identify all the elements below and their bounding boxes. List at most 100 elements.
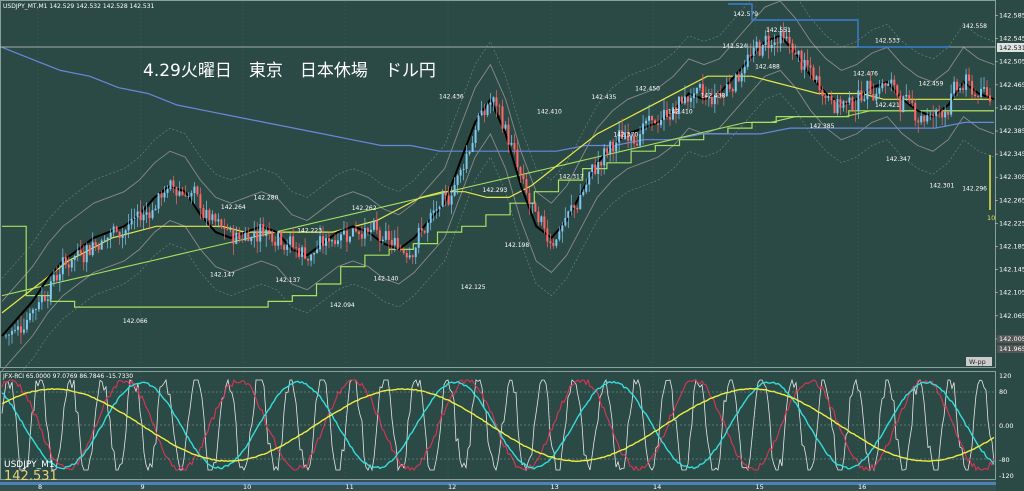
candle-body xyxy=(483,110,486,115)
candle-body xyxy=(770,44,773,48)
candle-body xyxy=(899,95,902,113)
candle-body xyxy=(764,35,767,46)
candle-body xyxy=(277,231,280,246)
price-callout: 142.262 xyxy=(352,205,377,212)
candle-body xyxy=(438,206,441,210)
candle-body xyxy=(163,192,166,198)
candle-body xyxy=(686,96,689,102)
chart-title: 4.29火曜日 東京 日本休場 ドル円 xyxy=(143,61,436,81)
candle-body xyxy=(199,194,202,209)
candle-body xyxy=(289,236,292,245)
candle-body xyxy=(869,80,872,94)
lower-tag-2-text: 141.965 xyxy=(999,345,1024,353)
time-tick-label: 15 xyxy=(756,483,764,491)
candle-body xyxy=(304,247,307,259)
candle-body xyxy=(615,142,618,152)
candle-body xyxy=(265,230,268,237)
candle-body xyxy=(896,85,899,96)
candle-body xyxy=(624,132,627,140)
candle-body xyxy=(40,295,43,303)
candle-body xyxy=(441,192,444,207)
candle-body xyxy=(797,50,800,55)
candle-body xyxy=(830,95,833,100)
candle-body xyxy=(725,84,728,97)
candle-body xyxy=(133,217,136,219)
candle-body xyxy=(280,231,283,246)
candle-body xyxy=(953,81,956,94)
candle-body xyxy=(657,123,660,125)
candle-body xyxy=(618,130,621,143)
candle-body xyxy=(331,240,334,242)
candle-body xyxy=(82,253,85,263)
candle-body xyxy=(348,236,351,242)
price-tick-label: 142.425 xyxy=(999,104,1024,112)
candle-body xyxy=(13,329,16,331)
candle-body xyxy=(22,329,25,333)
candle-body xyxy=(983,87,986,89)
candle-body xyxy=(555,239,558,246)
candle-body xyxy=(845,101,848,103)
candle-body xyxy=(154,208,157,211)
price-callout: 142.476 xyxy=(853,70,878,77)
candle-body xyxy=(169,180,172,189)
candle-body xyxy=(701,84,704,96)
candle-body xyxy=(462,168,465,170)
candle-body xyxy=(70,259,73,268)
price-callout: 142.296 xyxy=(962,185,987,192)
candle-body xyxy=(112,226,115,233)
candle-body xyxy=(450,195,453,205)
candle-body xyxy=(863,99,866,101)
candle-body xyxy=(178,191,181,196)
candle-body xyxy=(238,232,241,239)
candle-body xyxy=(172,180,175,188)
candle-body xyxy=(426,222,429,233)
yellow-ma-line xyxy=(1,75,994,314)
candle-body xyxy=(743,66,746,74)
price-tick-label: 142.385 xyxy=(999,127,1024,135)
bollinger-outer-line xyxy=(1,0,995,279)
candle-body xyxy=(794,52,797,55)
candle-body xyxy=(244,232,247,241)
candle-body xyxy=(929,114,932,116)
price-callout: 142.317 xyxy=(559,173,584,180)
candle-body xyxy=(411,255,414,258)
candle-body xyxy=(809,65,812,68)
candle-body xyxy=(677,96,680,114)
candle-body xyxy=(274,241,277,246)
candle-body xyxy=(393,237,396,246)
candle-body xyxy=(818,76,821,91)
candle-body xyxy=(881,83,884,89)
price-callout: 142.410 xyxy=(668,109,693,116)
candle-body xyxy=(944,111,947,118)
candle-body xyxy=(390,239,393,246)
candle-body xyxy=(905,94,908,97)
price-callout: 142.125 xyxy=(461,284,486,291)
candle-body xyxy=(307,258,310,261)
candle-body xyxy=(94,242,97,246)
candle-body xyxy=(325,238,328,246)
candle-body xyxy=(232,228,235,244)
candle-body xyxy=(932,114,935,117)
candle-body xyxy=(160,193,163,198)
main-panel-frame xyxy=(0,0,996,368)
candle-body xyxy=(405,252,408,258)
candle-body xyxy=(85,245,88,263)
candle-body xyxy=(295,247,298,249)
price-tick-label: 142.265 xyxy=(999,196,1024,204)
candle-body xyxy=(408,255,411,258)
candle-body xyxy=(779,31,782,44)
candle-body xyxy=(833,99,836,114)
indicator-scale-lower: -80 xyxy=(999,456,1010,464)
candle-body xyxy=(223,227,226,229)
time-tick-label: 16 xyxy=(858,483,866,491)
candle-body xyxy=(363,228,366,239)
scroll-position-bar[interactable] xyxy=(0,482,996,485)
candle-body xyxy=(920,115,923,123)
candle-body xyxy=(292,236,295,248)
price-tick-label: 142.345 xyxy=(999,150,1024,158)
candle-body xyxy=(606,148,609,154)
price-tick-label: 142.585 xyxy=(999,12,1024,20)
candle-body xyxy=(333,240,336,244)
candle-body xyxy=(226,228,229,230)
